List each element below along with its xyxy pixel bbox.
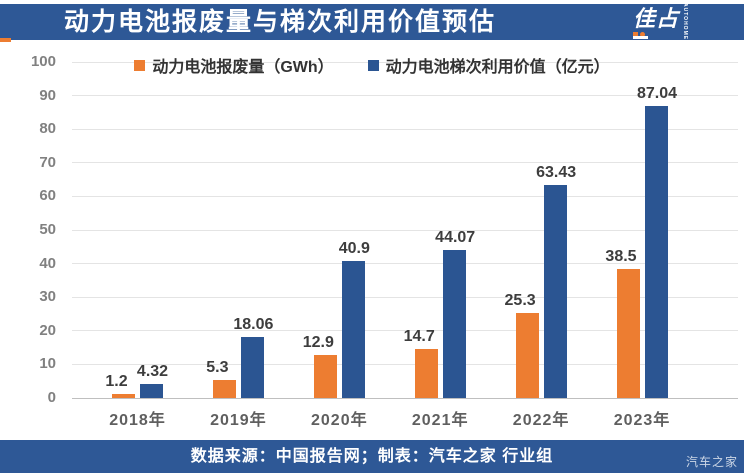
bar-reuse-value-2023年 — [644, 105, 668, 398]
bar-scrap-volume-2023年 — [616, 268, 640, 398]
data-source-text: 数据来源：中国报告网；制表：汽车之家 行业组 — [190, 448, 554, 465]
header-accent-bar — [0, 38, 11, 42]
autohome-logo: 佳占 AUTOHOME — [632, 3, 688, 41]
x-axis-labels: 2018年 2019年 2020年 2021年 2022年 2023年 — [72, 406, 738, 430]
x-axis-category-label: 2019年 — [210, 412, 267, 429]
data-label: 12.9 — [302, 333, 334, 351]
legend-label: 动力电池报废量（GWh） — [152, 59, 334, 76]
y-axis-tick-label: 60 — [39, 187, 56, 205]
bar-scrap-volume-2018年 — [112, 393, 135, 398]
y-axis-tick-label: 0 — [47, 389, 56, 406]
y-axis-tick-label: 30 — [39, 288, 56, 306]
bar-scrap-volume-2020年 — [313, 354, 337, 398]
gridline — [72, 229, 738, 231]
x-axis-category-label: 2022年 — [512, 412, 570, 429]
chart-legend: 动力电池报废量（GWh） 动力电池梯次利用价值（亿元） — [0, 53, 744, 77]
gridline — [72, 195, 738, 197]
data-label: 40.9 — [338, 239, 370, 257]
x-axis-category-label: 2020年 — [310, 412, 368, 429]
gridline — [72, 296, 738, 298]
y-axis-labels: 0 10 20 30 40 50 60 70 80 90 100 — [0, 53, 56, 406]
gridline — [72, 263, 738, 265]
y-axis-tick-label: 80 — [39, 120, 56, 138]
x-axis-category-label: 2018年 — [109, 412, 166, 429]
bar-reuse-value-2020年 — [341, 260, 365, 398]
logo-text: 佳占 — [632, 5, 679, 31]
data-label: 25.3 — [504, 292, 536, 309]
y-axis-tick-label: 50 — [39, 221, 56, 238]
y-axis-tick-label: 90 — [39, 86, 56, 104]
data-label: 4.32 — [136, 362, 169, 380]
bar-reuse-value-2018年 — [140, 383, 163, 398]
data-label: 5.3 — [206, 359, 229, 377]
logo-block: 佳占 — [632, 5, 679, 39]
y-axis-tick-label: 10 — [39, 355, 56, 373]
data-label: 44.07 — [435, 228, 476, 246]
data-label: 63.43 — [536, 163, 577, 181]
page-title: 动力电池报废量与梯次利用价值预估 — [64, 8, 497, 36]
watermark: 汽车之家 — [685, 455, 738, 469]
logo-vertical-text: AUTOHOME — [682, 3, 688, 41]
data-label: 1.2 — [105, 372, 128, 390]
legend-item-scrap-volume: 动力电池报废量（GWh） — [134, 53, 334, 77]
logo-dot-icon — [639, 31, 645, 37]
gridline — [72, 95, 738, 97]
bar-scrap-volume-2019年 — [212, 380, 236, 398]
bar-scrap-volume-2022年 — [515, 313, 539, 398]
gridline — [72, 128, 738, 130]
data-label: 18.06 — [233, 316, 274, 334]
logo-dash-icon — [632, 36, 648, 39]
legend-swatch-blue-icon — [367, 59, 379, 71]
logo-marks — [632, 31, 679, 39]
plot-area: 1.2 4.32 5.3 18.06 12.9 40.9 14.7 44.07 25.3 63.4… — [72, 61, 738, 399]
legend-label: 动力电池梯次利用价值（亿元） — [385, 59, 610, 76]
data-label: 87.04 — [636, 84, 678, 102]
logo-square-icon — [632, 31, 638, 37]
y-axis-tick-label: 40 — [39, 254, 56, 272]
data-label: 14.7 — [403, 327, 435, 345]
y-axis-tick-label: 70 — [39, 153, 56, 171]
x-axis-category-label: 2023年 — [613, 412, 671, 429]
bar-reuse-value-2022年 — [543, 184, 567, 398]
legend-swatch-orange-icon — [134, 59, 146, 71]
data-label: 38.5 — [605, 247, 637, 265]
x-axis-line — [72, 397, 738, 399]
gridline — [72, 61, 738, 63]
gridline — [72, 330, 738, 332]
x-axis-category-label: 2021年 — [411, 412, 469, 429]
y-axis-tick-label: 20 — [39, 321, 56, 339]
footer: 数据来源：中国报告网；制表：汽车之家 行业组 汽车之家 — [0, 440, 744, 473]
gridline — [72, 363, 738, 365]
header: 动力电池报废量与梯次利用价值预估 佳占 AUTOHOME — [0, 3, 744, 41]
y-axis-tick-label: 100 — [30, 53, 56, 70]
legend-item-reuse-value: 动力电池梯次利用价值（亿元） — [367, 53, 610, 77]
gridline — [72, 162, 738, 164]
bar-reuse-value-2019年 — [240, 337, 264, 398]
bar-reuse-value-2021年 — [442, 249, 466, 398]
bar-scrap-volume-2021年 — [414, 348, 438, 398]
